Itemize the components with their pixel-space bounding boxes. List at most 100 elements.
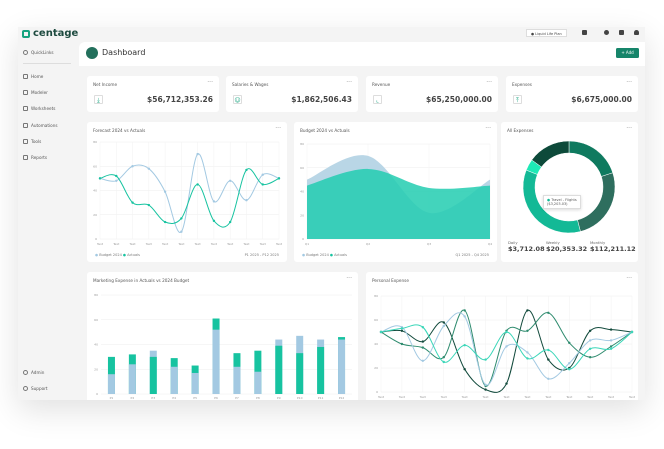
- bug-icon[interactable]: [619, 30, 624, 35]
- y-tick-label: 40: [93, 189, 97, 193]
- bar: [317, 346, 325, 394]
- sidebar-item-quicklinks[interactable]: QuickLinks: [23, 50, 54, 55]
- x-tick-label: P3: [151, 396, 155, 400]
- layout-icon[interactable]: [582, 30, 587, 35]
- data-point: [115, 179, 118, 182]
- x-tick-label: Text: [161, 242, 169, 246]
- sidebar-item-automations[interactable]: Automations: [23, 123, 58, 128]
- x-tick-label: P5: [193, 396, 197, 400]
- page-title: Dashboard: [102, 48, 146, 57]
- modeler-icon: [23, 90, 28, 95]
- bar: [107, 374, 115, 394]
- x-tick-label: Text: [482, 395, 490, 399]
- sidebar-item-reports[interactable]: Reports: [23, 155, 47, 160]
- data-point: [147, 203, 151, 207]
- data-point: [526, 309, 529, 312]
- data-point: [400, 327, 404, 330]
- y-tick-label: 0: [96, 392, 98, 396]
- bar: [212, 329, 220, 394]
- data-point: [588, 339, 592, 342]
- more-icon[interactable]: ···: [275, 125, 281, 132]
- globe-icon[interactable]: [604, 30, 609, 35]
- y-tick-label: 80: [94, 293, 98, 297]
- data-point: [463, 315, 466, 318]
- data-point: [421, 326, 425, 329]
- x-tick-label: Text: [210, 242, 218, 246]
- bar: [170, 366, 178, 394]
- date-range: Q1 2025 - Q4 2025: [455, 253, 490, 257]
- bar: [128, 364, 136, 394]
- data-point: [196, 183, 199, 186]
- bar: [275, 345, 283, 394]
- sidebar-item-home[interactable]: Home: [23, 74, 43, 79]
- y-tick-label: 80: [93, 140, 97, 144]
- kpi-card: Expenses ··· ⤒ $6,675,000.00: [506, 76, 638, 112]
- chart-title: Forecast 2024 vs Actuals: [93, 128, 146, 133]
- add-button[interactable]: + Add: [616, 48, 639, 58]
- data-point: [115, 174, 118, 178]
- x-tick-label: P10: [297, 396, 303, 400]
- dashboard-icon: [86, 47, 98, 59]
- data-point: [442, 324, 445, 328]
- more-icon[interactable]: ···: [346, 275, 352, 282]
- sidebar-item-modeler[interactable]: Modeler: [23, 90, 48, 95]
- kpi-card: Revenue ··· ⌞ $65,250,000.00: [366, 76, 498, 112]
- data-point: [442, 356, 445, 359]
- data-point: [526, 329, 529, 332]
- more-icon[interactable]: ···: [626, 275, 632, 282]
- logo[interactable]: centage: [22, 28, 78, 39]
- more-icon[interactable]: ···: [486, 79, 492, 86]
- sidebar-item-worksheets[interactable]: Worksheets: [23, 106, 55, 111]
- x-tick-label: Text: [194, 242, 202, 246]
- y-tick-label: 20: [93, 213, 97, 217]
- y-tick-label: 60: [94, 318, 98, 322]
- personal-expense-card: Personal Expense ··· 0 20 40 60 80 Text Text Tex…: [366, 272, 638, 400]
- personal-expense-chart: 0 20 40 60 80 Text Text Text Text Text Text Text Tex…: [374, 294, 636, 399]
- data-point: [163, 190, 167, 193]
- x-tick-label: Text: [226, 242, 234, 246]
- x-tick-label: Text: [259, 242, 267, 246]
- chart-title: Personal Expense: [372, 278, 409, 283]
- more-icon[interactable]: ···: [626, 125, 632, 132]
- bar: [149, 356, 157, 394]
- x-tick-label: P4: [172, 396, 176, 400]
- data-point: [212, 219, 216, 223]
- x-tick-label: Text: [628, 395, 636, 399]
- chart-icon: ⌞: [373, 95, 382, 104]
- stat-weekly: Weekly $20,353.32: [546, 240, 588, 253]
- x-tick-label: Text: [112, 242, 120, 246]
- x-tick-label: Text: [607, 395, 615, 399]
- data-point: [442, 360, 445, 364]
- x-tick-label: P9: [277, 396, 281, 400]
- stat-daily: Daily $3,712.08: [508, 240, 545, 253]
- sidebar-item-tools[interactable]: Tools: [23, 139, 41, 144]
- date-range: P1 2025 - P12 2025: [244, 253, 279, 257]
- y-tick-label: 20: [300, 213, 304, 217]
- more-icon[interactable]: ···: [346, 79, 352, 86]
- sidebar-item-admin[interactable]: Admin: [23, 370, 44, 375]
- data-point: [196, 152, 199, 156]
- plan-selector[interactable]: ● Liquid Life Plan: [526, 29, 567, 37]
- x-tick-label: Text: [502, 395, 510, 399]
- forecast-chart-card: Forecast 2024 vs Actuals ··· 0 20 40 60 80 Tex…: [87, 122, 287, 262]
- x-tick-label: Text: [177, 242, 185, 246]
- data-point: [261, 173, 264, 176]
- kpi-value: $56,712,353.26: [147, 95, 213, 104]
- x-tick-label: Text: [275, 242, 283, 246]
- user-icon[interactable]: [634, 30, 639, 35]
- sidebar-item-support[interactable]: Support: [23, 386, 48, 391]
- budget-chart-card: Budget 2024 vs Actuals ··· 0 20 40 60 80 Q1 Q2 Q…: [294, 122, 497, 262]
- donut-slice: [531, 140, 570, 168]
- more-icon[interactable]: ···: [626, 79, 632, 86]
- data-point: [463, 309, 466, 312]
- y-tick-label: 0: [95, 237, 97, 241]
- data-point: [547, 358, 550, 361]
- data-point: [505, 382, 508, 385]
- x-tick-label: Text: [398, 395, 406, 399]
- x-tick-label: Text: [419, 395, 427, 399]
- more-icon[interactable]: ···: [485, 125, 491, 132]
- upload-icon: ⤒: [513, 95, 522, 104]
- more-icon[interactable]: ···: [207, 79, 213, 86]
- data-point: [484, 358, 487, 361]
- y-tick-label: 0: [302, 237, 304, 241]
